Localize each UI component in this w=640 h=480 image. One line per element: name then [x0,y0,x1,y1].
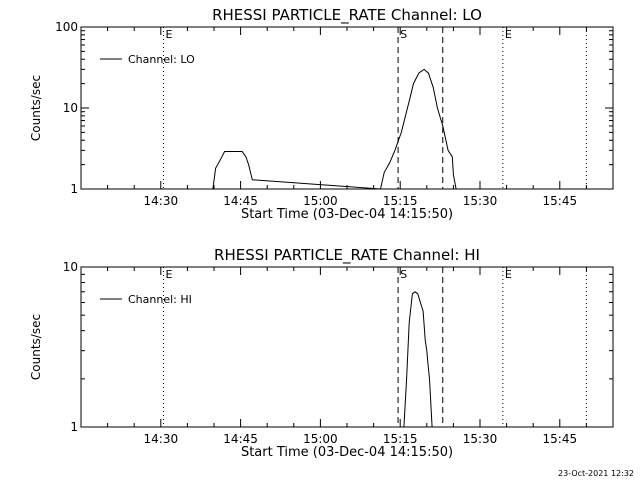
y-axis-label: Counts/sec [29,314,43,380]
series-line [212,68,457,190]
chart-panel-2: RHESSI PARTICLE_RATE Channel: HI 14:30 14:… [29,246,614,460]
marker-label: E [505,28,512,41]
x-axis-label: Start Time (03-Dec-04 14:15:50) [241,445,453,460]
legend-label: Channel: HI [128,293,192,306]
marker-label: E [165,28,172,41]
chart-title: RHESSI PARTICLE_RATE Channel: HI [214,246,480,265]
y-axis-label: Counts/sec [29,75,43,141]
y-tick-label: 10 [63,260,78,274]
x-tick-label: 15:15 [383,194,418,208]
x-tick-label: 15:45 [543,432,578,446]
x-tick-label: 14:45 [223,194,258,208]
x-tick-label: 14:30 [144,194,179,208]
marker-label: S [400,28,407,41]
x-tick-label: 15:15 [383,432,418,446]
y-tick-label: 100 [55,20,78,34]
plot-frame [80,26,614,190]
y-tick-label: 1 [70,182,78,196]
legend-label: Channel: LO [128,53,195,66]
y-tick-label: 10 [63,101,78,115]
marker-label: S [400,268,407,281]
chart-panel-1: RHESSI PARTICLE_RATE Channel: LO 14:30 14:… [29,6,614,222]
x-tick-label: 14:45 [223,432,258,446]
marker-label: E [165,268,172,281]
x-tick-label: 15:30 [463,432,498,446]
x-axis-label: Start Time (03-Dec-04 14:15:50) [241,207,453,222]
x-tick-label: 14:30 [144,432,179,446]
x-tick-label: 15:30 [463,194,498,208]
marker-label: E [505,268,512,281]
plot-frame [80,266,614,428]
chart-title: RHESSI PARTICLE_RATE Channel: LO [212,6,482,25]
x-tick-label: 15:00 [303,194,338,208]
series-line [403,291,433,428]
x-tick-label: 15:00 [303,432,338,446]
x-tick-label: 15:45 [543,194,578,208]
footer-date: 23-Oct-2021 12:32 [558,469,634,478]
y-tick-label: 1 [70,420,78,434]
